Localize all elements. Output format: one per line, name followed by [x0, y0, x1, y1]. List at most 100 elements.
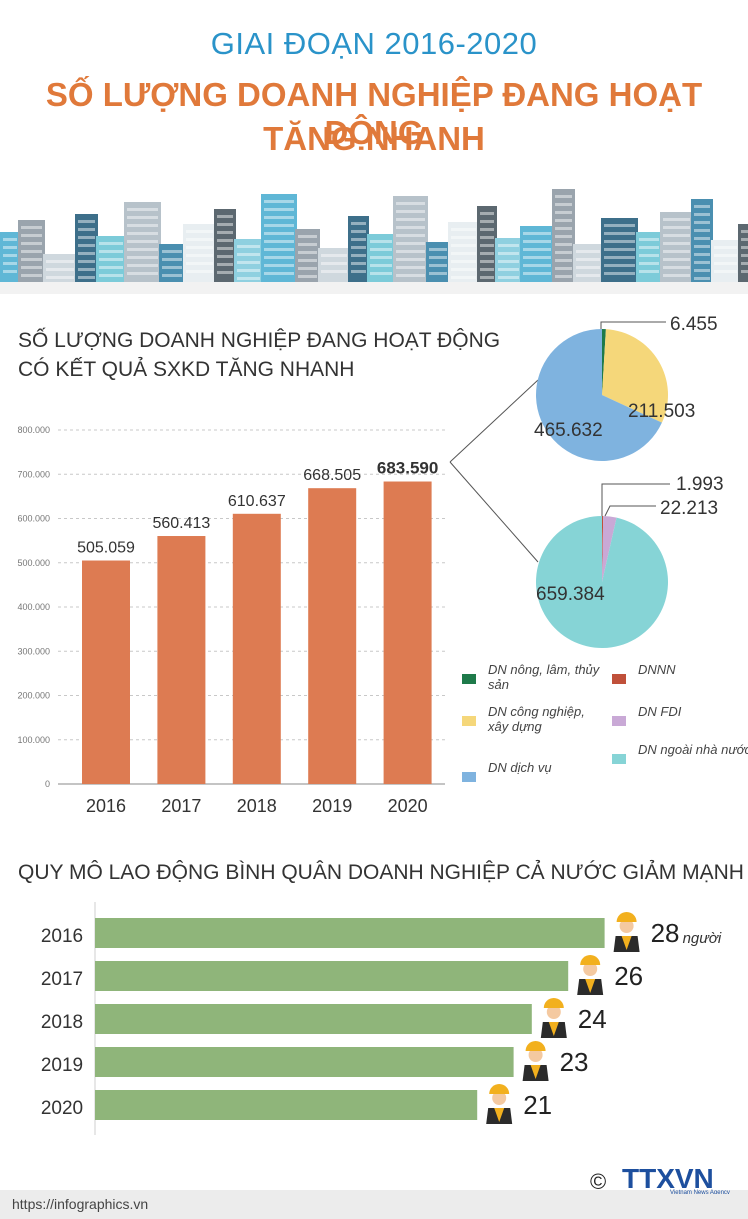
building-windows — [46, 268, 74, 271]
bar-value-label: 610.637 — [228, 493, 286, 510]
section1-title-line2: CÓ KẾT QUẢ SXKD TĂNG NHANH — [18, 358, 355, 381]
building-windows — [663, 234, 690, 237]
building-windows — [555, 203, 572, 206]
header-subtitle: GIAI ĐOẠN 2016-2020 — [210, 26, 538, 61]
building-windows — [21, 258, 42, 261]
pie-leader-line — [600, 321, 666, 329]
building-windows — [396, 218, 425, 221]
source-url[interactable]: https://infographics.vn — [12, 1196, 149, 1212]
building-windows — [451, 276, 476, 279]
building-windows — [498, 276, 519, 279]
y-tick-label: 300.000 — [17, 646, 50, 656]
building-windows — [217, 239, 233, 242]
building-windows — [604, 232, 635, 235]
building-windows — [370, 240, 392, 243]
building-windows — [186, 230, 213, 233]
building-windows — [714, 270, 737, 273]
enterprise-count-bar-chart: 0 100.000 200.000 300.000 400.000 500.000 600.… — [17, 425, 445, 816]
vest-icon — [530, 1065, 541, 1079]
hbar-2018 — [95, 1004, 532, 1034]
building-windows — [576, 258, 600, 261]
building-windows — [298, 235, 317, 238]
building-windows — [639, 270, 659, 273]
legend-label: DNNN — [638, 662, 676, 677]
building-windows — [3, 270, 17, 273]
connector-line — [449, 461, 539, 563]
building — [520, 226, 554, 284]
building-windows — [264, 224, 294, 227]
building-windows — [370, 248, 392, 251]
building-windows — [78, 236, 95, 239]
hbar-value-label: 26 — [614, 961, 643, 991]
building-windows — [576, 250, 600, 253]
building-windows — [396, 226, 425, 229]
building-windows — [127, 240, 158, 243]
building-windows — [694, 205, 710, 208]
building-windows — [396, 250, 425, 253]
building-windows — [264, 256, 294, 259]
hbar-value-label: 23 — [560, 1047, 589, 1077]
building-windows — [694, 221, 710, 224]
x-tick-label: 2019 — [312, 796, 352, 816]
hard-hat-icon — [489, 1084, 510, 1094]
pie-value-label: 659.384 — [536, 584, 605, 605]
building-windows — [451, 252, 476, 255]
building-windows — [186, 262, 213, 265]
building-windows — [555, 211, 572, 214]
building-windows — [78, 228, 95, 231]
building-windows — [217, 271, 233, 274]
pie-slice-0 — [602, 329, 606, 395]
building — [124, 202, 161, 284]
building-windows — [46, 260, 74, 263]
building-windows — [498, 268, 519, 271]
building — [348, 216, 369, 284]
building — [0, 232, 20, 284]
bar-value-label: 505.059 — [77, 540, 135, 557]
hbar-2020 — [95, 1090, 478, 1120]
building-windows — [480, 252, 494, 255]
hbar-value-label: 28 — [651, 918, 680, 948]
building-windows — [663, 226, 690, 229]
building — [448, 222, 479, 284]
building-windows — [396, 266, 425, 269]
building-windows — [46, 276, 74, 279]
divider-band — [0, 282, 748, 294]
building-windows — [523, 248, 551, 251]
building — [96, 236, 126, 284]
building-windows — [237, 245, 260, 248]
pie-value-label: 465.632 — [534, 420, 603, 441]
building-windows — [127, 256, 158, 259]
building-windows — [264, 232, 294, 235]
building-windows — [523, 256, 551, 259]
building-windows — [186, 270, 213, 273]
building-windows — [694, 261, 710, 264]
building-windows — [555, 251, 572, 254]
building-windows — [127, 272, 158, 275]
building-windows — [99, 258, 123, 261]
building — [159, 244, 185, 284]
building-windows — [217, 231, 233, 234]
building-windows — [162, 266, 182, 269]
worker-icon — [619, 919, 634, 933]
building-windows — [523, 240, 551, 243]
header-title-line2: TĂNG NHANH — [263, 120, 485, 157]
worker-icon — [546, 1005, 561, 1019]
building-windows — [217, 223, 233, 226]
building-windows — [480, 236, 494, 239]
building-windows — [604, 224, 635, 227]
building-windows — [555, 243, 572, 246]
building-windows — [604, 240, 635, 243]
legend-label: DN FDI — [638, 704, 682, 719]
legend-swatch — [612, 674, 626, 684]
bar-2017 — [157, 536, 206, 784]
y-tick-label: 700.000 — [17, 469, 50, 479]
building-windows — [351, 222, 366, 225]
legend-swatch — [462, 674, 476, 684]
building-windows — [127, 264, 158, 267]
logo-text: TTXVN — [622, 1163, 714, 1194]
hbar-2016 — [95, 918, 605, 948]
building — [573, 244, 603, 284]
building-windows — [714, 254, 737, 257]
building-windows — [162, 274, 182, 277]
building-windows — [351, 254, 366, 257]
